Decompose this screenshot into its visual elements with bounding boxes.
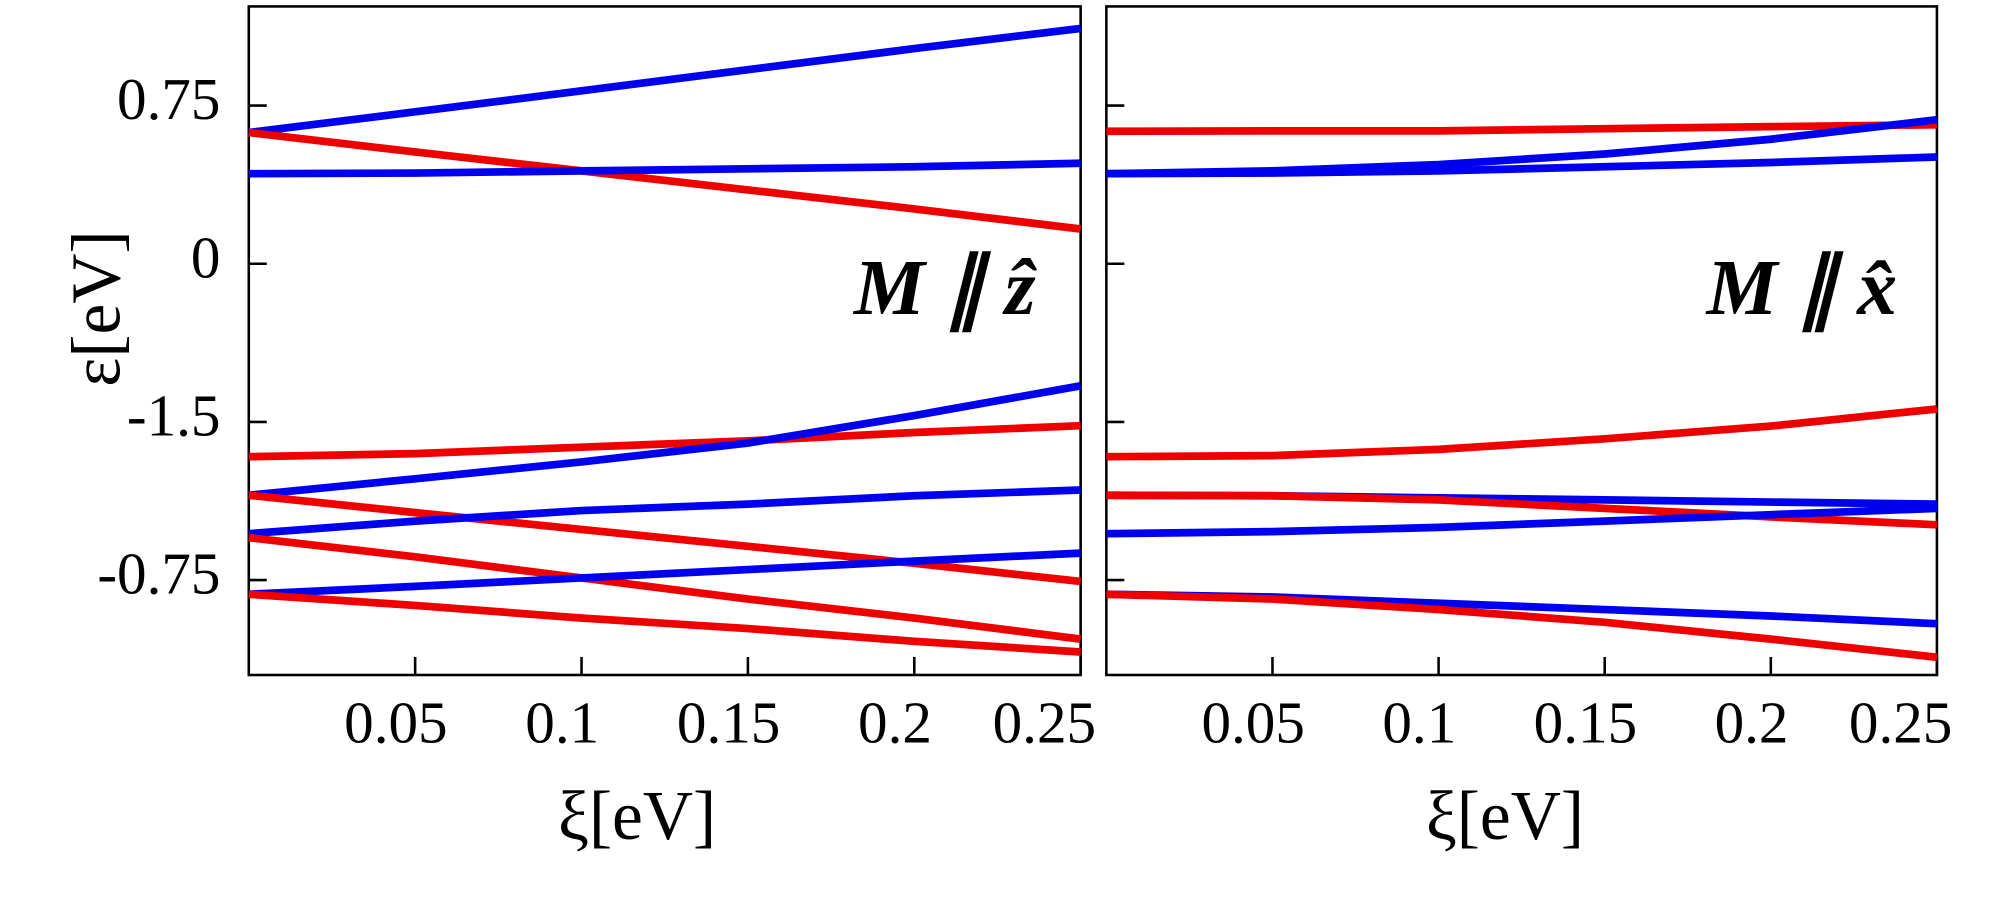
line [248,421,1081,461]
x-tick-label: 0.15 [1534,690,1637,756]
line [1106,590,1938,662]
x-axis-label: ξ[eV] [558,778,716,855]
line [248,549,1081,599]
y-axis-label: ε[eV] [58,230,135,386]
x-tick-label: 0.15 [677,690,780,756]
annotation: M ∥ x̂ [1705,244,1897,333]
line [248,491,1082,586]
x-tick-label: 0.2 [858,690,932,756]
line [248,128,1082,233]
line [248,533,1082,643]
x-tick-label: 0.05 [1201,690,1304,756]
x-tick-label: 0.1 [525,690,599,756]
x-axis-label: ξ[eV] [1426,778,1584,855]
y-tick-label: -1.5 [127,382,221,448]
line [1106,405,1938,461]
y-tick-label: 0 [191,224,221,290]
x-tick-label: 0.25 [993,690,1096,756]
line [248,590,1081,656]
line [248,159,1081,178]
line [1106,153,1938,178]
line [1106,504,1938,538]
y-tick-label: 0.75 [117,66,220,132]
plot-frame [247,5,1082,677]
x-tick-label: 0.2 [1715,690,1789,756]
y-tick-label: -0.75 [97,541,220,607]
annotation: M ∥ ẑ [852,244,1038,333]
line [1106,120,1937,136]
plot-frame [1105,5,1939,677]
line [248,382,1082,500]
line [248,24,1082,137]
x-tick-label: 0.1 [1382,690,1456,756]
x-tick-label: 0.25 [1849,690,1952,756]
x-tick-label: 0.05 [344,690,447,756]
line [1106,491,1938,529]
line [248,486,1081,538]
